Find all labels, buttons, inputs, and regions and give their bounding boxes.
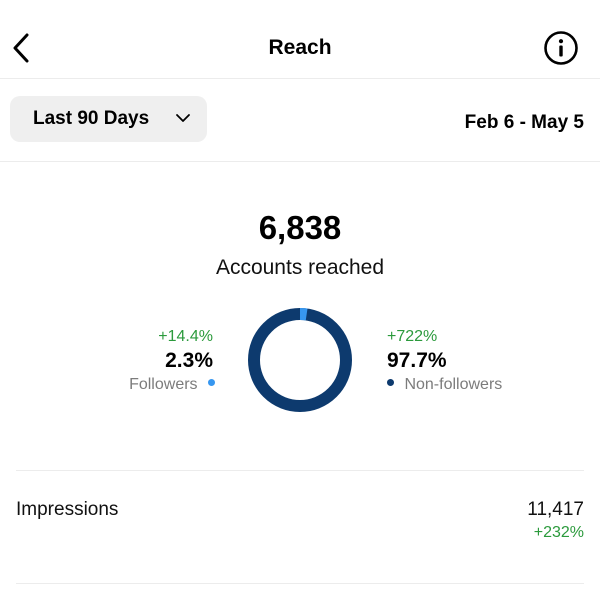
back-button[interactable]	[8, 30, 36, 66]
divider	[16, 583, 584, 584]
info-icon	[544, 31, 578, 65]
followers-label: Followers	[129, 376, 198, 393]
reach-donut-chart	[248, 308, 352, 412]
impressions-change: +232%	[533, 524, 584, 541]
impressions-label: Impressions	[16, 499, 119, 520]
header-bar: Reach	[0, 0, 600, 79]
divider	[16, 470, 584, 471]
non-followers-label: Non-followers	[404, 376, 503, 393]
followers-change: +14.4%	[158, 328, 213, 345]
chevron-down-icon	[176, 114, 190, 122]
date-range-dropdown-label: Last 90 Days	[33, 108, 150, 129]
date-range-dropdown[interactable]: Last 90 Days	[10, 96, 207, 142]
non-followers-percent: 97.7%	[387, 349, 447, 372]
chevron-left-icon	[13, 33, 29, 63]
accounts-reached-count: 6,838	[258, 209, 342, 246]
info-button[interactable]	[543, 30, 579, 66]
impressions-value: 11,417	[527, 499, 584, 520]
non-followers-change: +722%	[387, 328, 438, 345]
page-title: Reach	[268, 36, 332, 59]
non-followers-label-row: Non-followers	[387, 375, 502, 395]
date-range-text: Feb 6 - May 5	[464, 112, 584, 133]
non-followers-segment	[248, 308, 352, 412]
followers-legend-dot	[208, 379, 215, 387]
filter-row: Last 90 Days Feb 6 - May 5	[0, 79, 600, 162]
accounts-reached-label: Accounts reached	[215, 256, 385, 279]
followers-percent: 2.3%	[165, 349, 213, 372]
non-followers-legend-dot	[387, 379, 394, 387]
followers-label-row: Followers	[129, 375, 215, 395]
